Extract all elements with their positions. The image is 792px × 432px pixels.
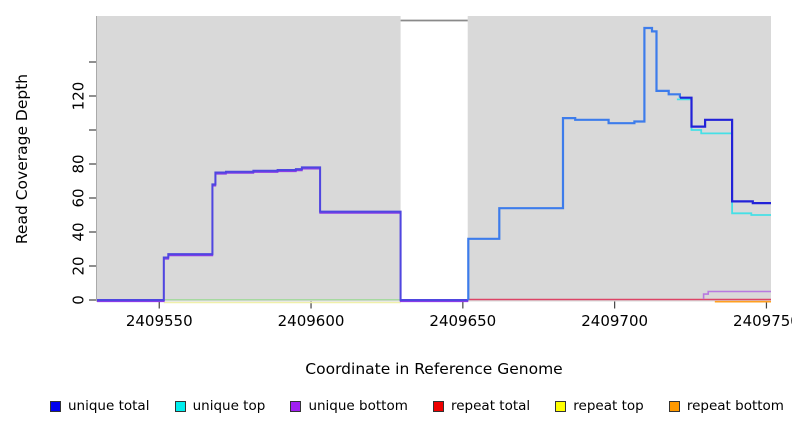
y-tick-label: 20 xyxy=(70,256,88,275)
legend-swatch-icon xyxy=(432,400,444,412)
series-unique-total-left xyxy=(97,166,469,301)
x-tick-label: 2409700 xyxy=(581,312,648,330)
legend-swatch-icon xyxy=(668,400,680,412)
legend-label: repeat total xyxy=(450,398,531,414)
legend: unique total unique top unique bottom repea… xyxy=(50,398,784,414)
y-tick-label: 80 xyxy=(70,154,88,173)
legend-label: unique total xyxy=(68,398,150,414)
y-tick-label: 60 xyxy=(70,188,88,207)
legend-item: repeat bottom xyxy=(668,398,784,414)
legend-item: repeat top xyxy=(555,398,644,414)
y-tick-label: 120 xyxy=(70,82,88,111)
series-unique-total-right xyxy=(467,26,682,300)
shaded-region xyxy=(467,16,771,302)
legend-item: repeat total xyxy=(432,398,531,414)
legend-item: unique bottom xyxy=(290,398,408,414)
x-tick-label: 2409550 xyxy=(126,312,193,330)
legend-item: unique top xyxy=(174,398,266,414)
legend-swatch-icon xyxy=(50,400,61,412)
x-tick-label: 2409650 xyxy=(429,312,496,330)
legend-swatch-icon xyxy=(555,400,567,412)
legend-label: unique top xyxy=(192,398,266,414)
y-tick-label: 40 xyxy=(70,222,88,241)
x-tick-label: 2409600 xyxy=(278,312,345,330)
shaded-region xyxy=(97,16,401,302)
legend-swatch-icon xyxy=(290,400,302,412)
legend-swatch-icon xyxy=(174,400,186,412)
series-unique-bottom-right xyxy=(702,290,771,300)
legend-item: unique total xyxy=(50,398,149,414)
legend-label: repeat bottom xyxy=(686,398,784,414)
y-tick-label: 0 xyxy=(70,295,88,305)
legend-label: repeat top xyxy=(573,398,644,414)
y-axis-title: Read Coverage Depth xyxy=(13,73,31,245)
x-axis-title: Coordinate in Reference Genome xyxy=(305,360,563,378)
legend-label: unique bottom xyxy=(308,398,408,414)
series-unique-total-right-end xyxy=(679,96,771,205)
